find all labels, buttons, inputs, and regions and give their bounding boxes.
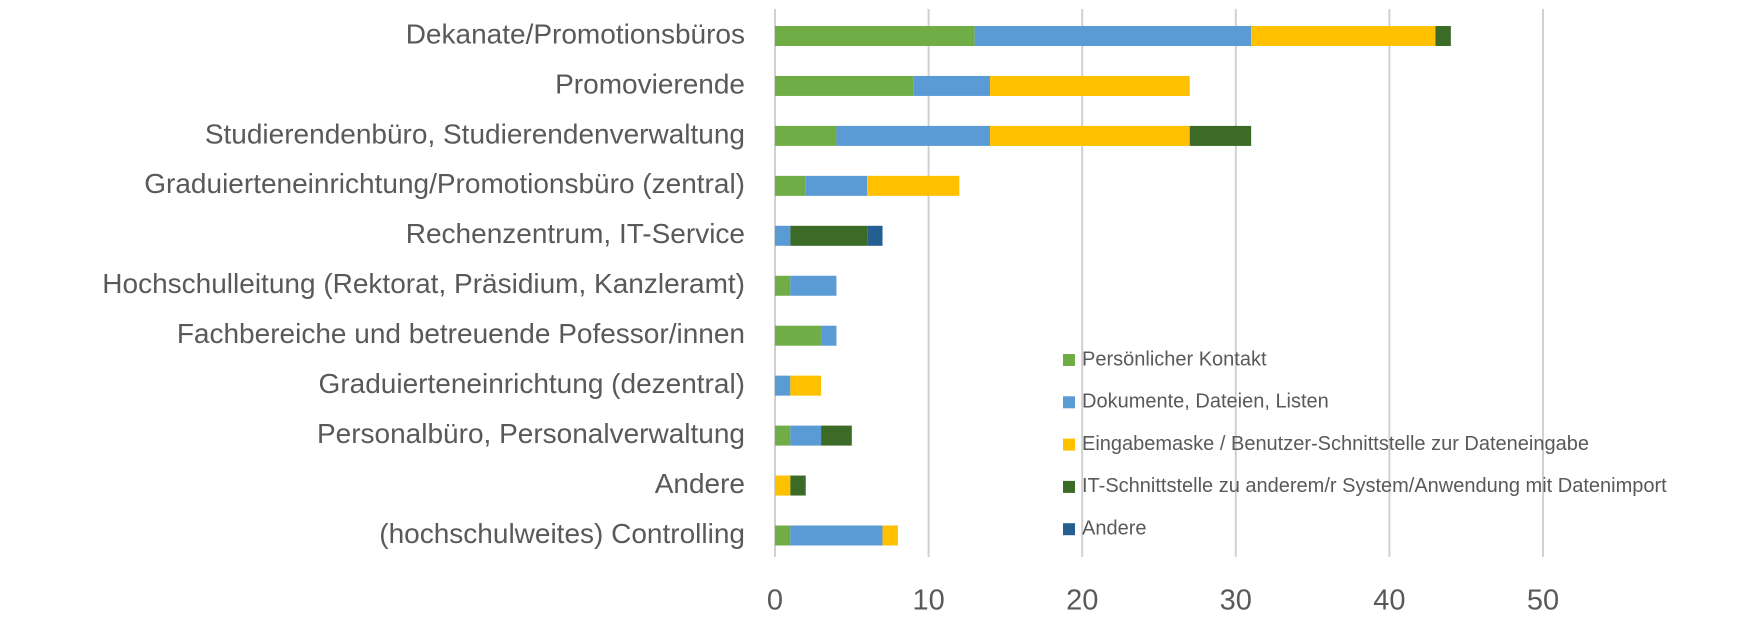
- x-tick-label: 0: [767, 585, 783, 617]
- legend-swatch: [1063, 523, 1075, 536]
- y-tick-label: Hochschulleitung (Rektorat, Präsidium, K…: [102, 268, 745, 299]
- bar: [821, 425, 852, 446]
- y-tick-label: Dekanate/Promotionsbüros: [406, 18, 745, 49]
- bar: [867, 225, 883, 246]
- legend-swatch: [1063, 480, 1075, 493]
- legend-label: Dokumente, Dateien, Listen: [1082, 391, 1329, 413]
- bar: [790, 275, 837, 296]
- x-tick-label: 40: [1373, 585, 1405, 617]
- y-tick-label: Personalbüro, Personalverwaltung: [317, 418, 745, 449]
- y-tick-label: Fachbereiche und betreuende Pofessor/inn…: [177, 318, 745, 349]
- bar: [990, 75, 1190, 96]
- legend-label: Eingabemaske / Benutzer-Schnittstelle zu…: [1082, 433, 1589, 455]
- legend-label: Persönlicher Kontakt: [1082, 348, 1267, 370]
- bar: [775, 425, 791, 446]
- bar: [790, 425, 822, 446]
- legend-swatch: [1063, 438, 1075, 451]
- x-tick-label: 20: [1066, 585, 1098, 617]
- bar: [775, 225, 791, 246]
- bar: [775, 175, 806, 196]
- y-tick-label: Rechenzentrum, IT-Service: [406, 218, 745, 249]
- legend-swatch: [1063, 396, 1075, 409]
- y-tick-label: Studierendenbüro, Studierendenverwaltung: [205, 118, 745, 149]
- bar: [775, 275, 791, 296]
- bar: [790, 375, 822, 396]
- bar: [1251, 26, 1436, 46]
- bar: [913, 75, 991, 96]
- x-tick-label: 50: [1527, 585, 1559, 617]
- bar: [821, 325, 837, 346]
- bar: [805, 175, 868, 196]
- legend-swatch: [1063, 354, 1075, 366]
- bar: [775, 325, 822, 346]
- bar: [775, 375, 791, 396]
- legend-label: Andere: [1082, 517, 1147, 539]
- y-tick-label: (hochschulweites) Controlling: [379, 518, 745, 549]
- y-tick-label: Graduierteneinrichtung/Promotionsbüro (z…: [144, 168, 745, 199]
- bar: [775, 26, 975, 46]
- bar: [1435, 26, 1451, 46]
- bar: [1189, 125, 1252, 146]
- y-tick-label: Graduierteneinrichtung (dezentral): [319, 368, 745, 399]
- x-tick-label: 30: [1220, 585, 1252, 617]
- bar: [790, 225, 868, 246]
- y-tick-label: Andere: [655, 468, 745, 499]
- bar: [775, 525, 791, 546]
- bar: [990, 125, 1190, 146]
- x-tick-label: 10: [912, 585, 944, 617]
- legend-label: IT-Schnittstelle zu anderem/r System/Anw…: [1082, 475, 1667, 497]
- bar: [790, 475, 806, 496]
- bar: [775, 475, 791, 496]
- bar: [867, 175, 960, 196]
- bar: [836, 125, 991, 146]
- bar: [775, 75, 914, 96]
- bar: [882, 525, 898, 546]
- bar: [974, 26, 1252, 46]
- y-tick-label: Promovierende: [555, 68, 745, 99]
- bar: [775, 125, 837, 146]
- bar: [790, 525, 883, 546]
